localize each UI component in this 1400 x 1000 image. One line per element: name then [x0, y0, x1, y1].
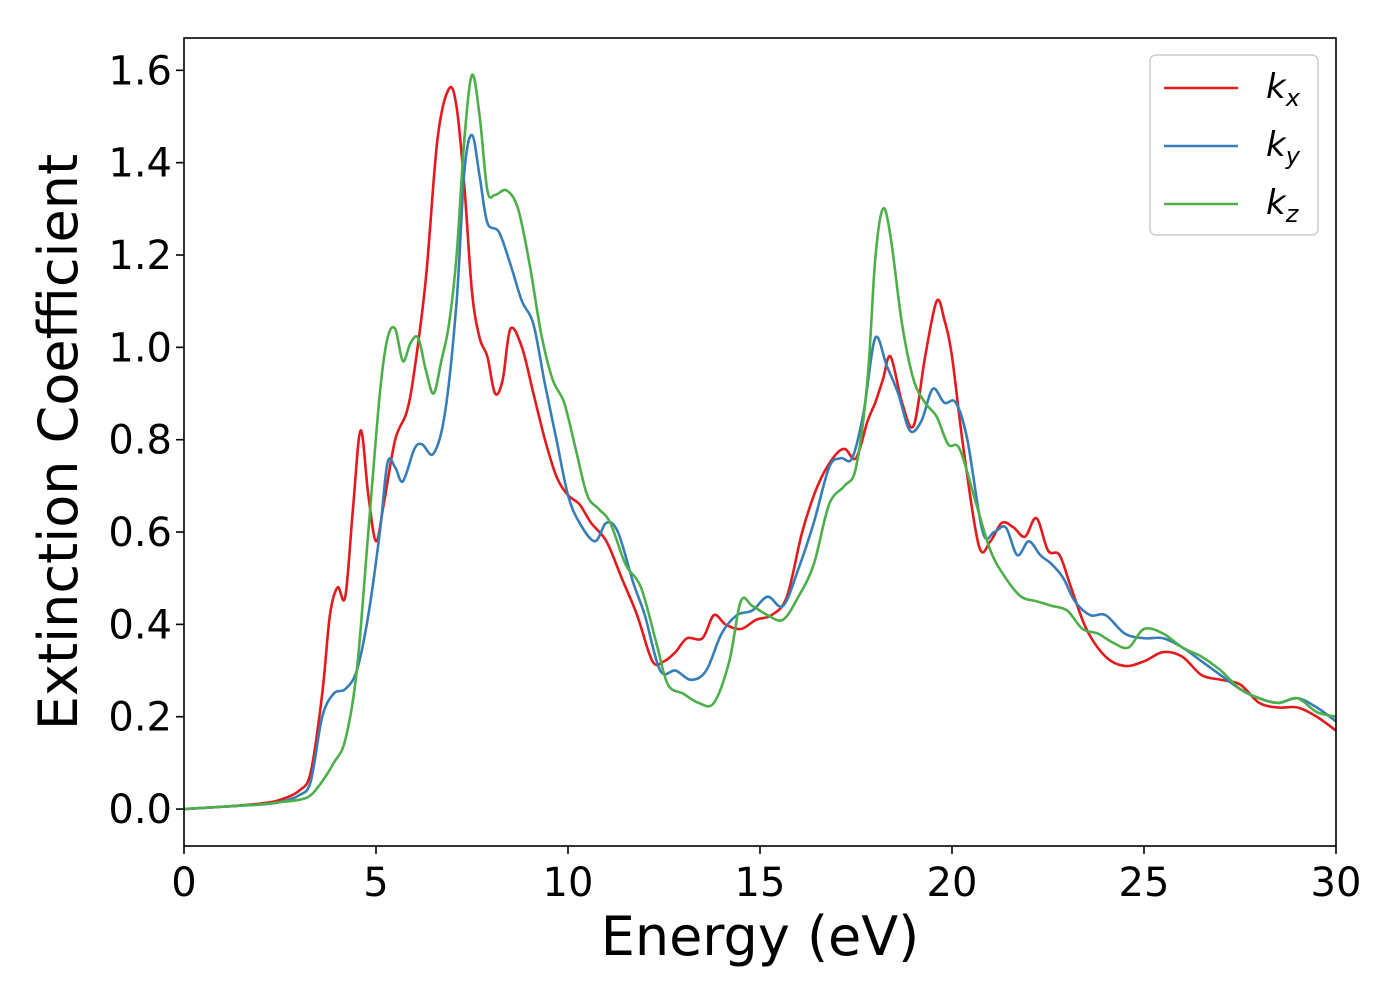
x-tick-label: 20: [927, 860, 978, 906]
y-tick-label: 1.6: [108, 48, 172, 94]
x-tick-label: 25: [1119, 860, 1170, 906]
y-tick-label: 1.0: [108, 325, 172, 371]
series-layer: [184, 73, 1336, 811]
y-axis-label: Extinction Coefficient: [27, 154, 90, 730]
y-tick-label: 0.8: [108, 418, 172, 464]
legend-label-z: kz: [1266, 183, 1300, 228]
series-line-x: [184, 85, 1336, 811]
y-tick-label: 0.6: [108, 510, 172, 556]
legend-entries: kx ky kz: [1164, 67, 1301, 228]
x-axis-label: Energy (eV): [601, 905, 920, 968]
y-axis: 0.0 0.2 0.4 0.6 0.8 1.0 1.2 1.4 1.6: [108, 48, 184, 833]
x-tick-label: 0: [171, 860, 196, 906]
legend: kx ky kz: [1149, 54, 1319, 236]
y-tick-label: 0.4: [108, 602, 172, 648]
x-tick-label: 15: [735, 860, 786, 906]
y-tick-label: 0.0: [108, 787, 172, 833]
y-tick-label: 0.2: [108, 695, 172, 741]
legend-label-x: kx: [1266, 67, 1301, 112]
legend-label-y: ky: [1266, 125, 1301, 170]
y-tick-label: 1.2: [108, 233, 172, 279]
x-tick-label: 5: [363, 860, 388, 906]
series-line-y: [184, 133, 1336, 811]
x-tick-label: 10: [543, 860, 594, 906]
x-tick-label: 30: [1311, 860, 1362, 906]
y-tick-label: 1.4: [108, 141, 172, 187]
x-axis: 0 5 10 15 20 25 30: [171, 846, 1361, 906]
series-line-z: [184, 73, 1336, 811]
